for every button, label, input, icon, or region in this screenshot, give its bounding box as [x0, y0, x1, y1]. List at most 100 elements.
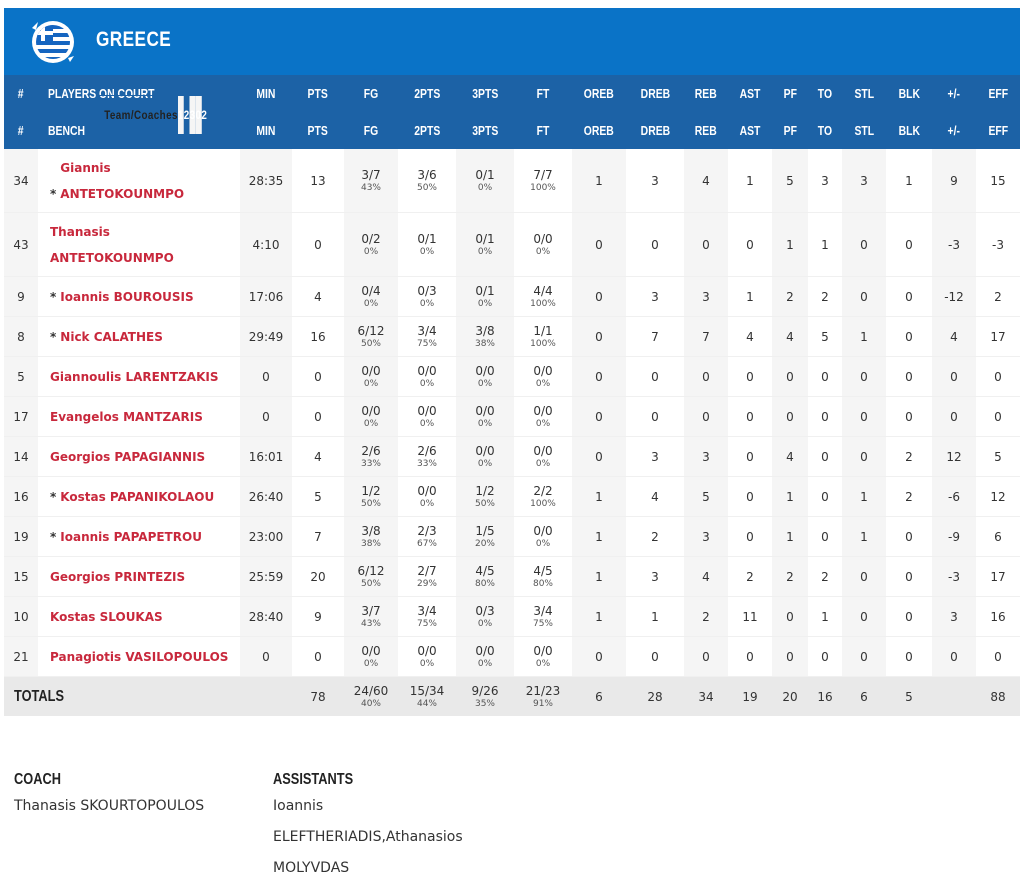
stat-cell: 3/8 38% — [344, 516, 398, 557]
stat-cell: 0/0 0% — [456, 356, 514, 397]
header-label: REB — [695, 123, 717, 138]
stat-value: 1 — [860, 489, 868, 504]
player-number: 8 — [4, 316, 38, 357]
stat-cell: 3/8 38% — [456, 316, 514, 357]
shot-made: 3/6 — [417, 168, 437, 182]
player-number: 9 — [4, 276, 38, 317]
stat-cell: 5 — [772, 149, 808, 213]
shot-pct: 38% — [474, 339, 495, 349]
stat-cell: 0 — [886, 596, 932, 637]
player-name[interactable]: Ioannis PAPAPETROU — [60, 529, 202, 544]
shot-made: 0/0 — [475, 444, 495, 458]
stat-cell: 0 — [772, 636, 808, 677]
player-name[interactable]: Kostas SLOUKAS — [50, 609, 163, 624]
stat-cell: 7 — [626, 316, 684, 357]
shot-made: 0/0 — [533, 444, 553, 458]
shot-pct: 44% — [416, 699, 437, 709]
stat-value: 3 — [702, 449, 710, 464]
stat-value: 1 — [821, 237, 829, 252]
player-name[interactable]: Georgios PAPAGIANNIS — [50, 449, 206, 464]
stat-value: 2 — [702, 609, 710, 624]
player-row: 15 Georgios PRINTEZIS 25:59 20 6/12 50% 2/7 29%… — [4, 556, 1020, 597]
shot-made: 6/12 — [357, 564, 385, 578]
stat-cell: 4 — [684, 556, 728, 597]
shot-made: 2/3 — [417, 524, 437, 538]
header-label: +/- — [947, 86, 961, 101]
player-name[interactable]: Nick CALATHES — [60, 329, 163, 344]
player-name[interactable]: Kostas PAPANIKOLAOU — [60, 489, 215, 504]
stat-value: 3 — [821, 173, 829, 188]
player-name[interactable]: Ioannis BOUROUSIS — [60, 289, 194, 304]
stat-value: 0 — [702, 369, 710, 384]
player-name[interactable]: Giannoulis LARENTZAKIS — [50, 369, 219, 384]
stat-value: 3 — [651, 289, 659, 304]
shot-made: 7/7 — [533, 168, 553, 182]
stat-cell: 0 — [626, 212, 684, 277]
stat-cell: 0 — [808, 436, 842, 477]
stat-value: 0 — [905, 329, 913, 344]
stat-cell: 1 — [572, 516, 626, 557]
stat-value: 0 — [262, 369, 270, 384]
header-cell: OREB — [572, 75, 626, 112]
shot-made: 0/1 — [417, 232, 437, 246]
stat-value: 88 — [990, 689, 1006, 704]
stat-value: 1 — [860, 329, 868, 344]
stat-cell: 28:40 — [240, 596, 292, 637]
shot-pct: 0% — [363, 299, 379, 309]
player-name[interactable]: Panagiotis VASILOPOULOS — [50, 649, 229, 664]
stat-value: 0 — [746, 409, 754, 424]
stat-value: 9 — [950, 173, 958, 188]
stat-cell: 0 — [808, 356, 842, 397]
stat-cell: 0 — [886, 636, 932, 677]
stat-cell: 0/0 0% — [514, 212, 572, 277]
stat-value: 1 — [746, 173, 754, 188]
header-cell: EFF — [976, 112, 1020, 149]
player-name[interactable]: Thanasis ANTETOKOUNMPO — [50, 224, 174, 265]
stat-value: 1 — [786, 237, 794, 252]
header-cell: +/- — [932, 112, 976, 149]
header-cell: EFF — [976, 75, 1020, 112]
player-name[interactable]: Evangelos MANTZARIS — [50, 409, 203, 424]
header-cell: REB — [684, 75, 728, 112]
shot-pct: 50% — [360, 579, 381, 589]
shot-pct: 0% — [535, 379, 551, 389]
starter-mark: * — [50, 289, 57, 304]
stat-value: 0 — [595, 409, 603, 424]
player-name[interactable]: Giannis ANTETOKOUNMPO — [60, 160, 185, 201]
header-cell: 3PTS — [456, 75, 514, 112]
shot-pct: 0% — [477, 247, 493, 257]
stat-value: 0 — [905, 569, 913, 584]
stat-value: 0 — [994, 649, 1002, 664]
stat-cell: 0/0 0% — [344, 356, 398, 397]
header-cell: AST — [728, 112, 772, 149]
shot-made: 0/1 — [475, 284, 495, 298]
stat-cell: 1 — [842, 476, 886, 517]
shot-pct: 0% — [535, 539, 551, 549]
stat-cell — [932, 677, 976, 716]
stat-value: 0 — [595, 329, 603, 344]
team-name: GREECE — [96, 28, 172, 51]
stat-cell: 26:40 — [240, 476, 292, 517]
stat-cell: 0 — [572, 396, 626, 437]
stat-cell: 3/6 50% — [398, 149, 456, 213]
player-name[interactable]: Georgios PRINTEZIS — [50, 569, 186, 584]
stat-value: 0 — [195, 108, 202, 122]
stat-cell: 1 — [572, 149, 626, 213]
stat-cell: -9 — [932, 516, 976, 557]
stat-value: 4 — [314, 289, 322, 304]
shot-made: 0/0 — [533, 364, 553, 378]
header-cell: +/- — [932, 75, 976, 112]
stat-cell: 1 — [626, 596, 684, 637]
stat-value: 12 — [990, 489, 1006, 504]
stat-cell: 0 — [728, 636, 772, 677]
shot-made: 15/34 — [409, 684, 445, 698]
stat-value: 1 — [746, 289, 754, 304]
player-name-cell: Georgios PAPAGIANNIS — [38, 436, 240, 477]
stat-cell: 5 — [976, 436, 1020, 477]
shot-made: 3/7 — [361, 604, 381, 618]
stat-value: 2 — [201, 108, 208, 122]
player-name-cell: Thanasis ANTETOKOUNMPO — [38, 212, 240, 277]
stat-cell: 0 — [728, 212, 772, 277]
totals-row: TOTALS 78 24/60 40% 15/34 44% 9/26 35% 21/23 91% 6… — [4, 677, 1020, 716]
shot-made: 0/0 — [475, 404, 495, 418]
